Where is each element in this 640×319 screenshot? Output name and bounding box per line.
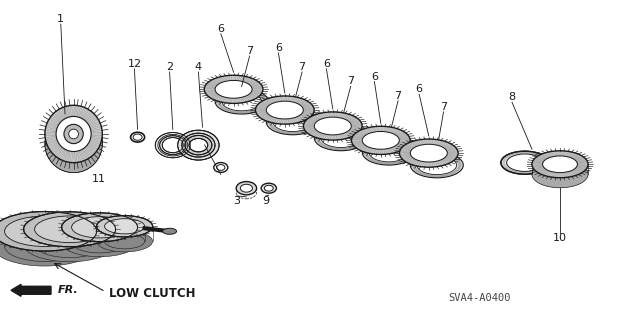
Ellipse shape	[261, 183, 276, 193]
Ellipse shape	[410, 144, 447, 162]
Ellipse shape	[215, 89, 268, 114]
Ellipse shape	[222, 92, 261, 111]
Ellipse shape	[266, 101, 303, 119]
Ellipse shape	[156, 132, 190, 158]
Ellipse shape	[215, 80, 252, 98]
Ellipse shape	[543, 156, 577, 173]
Text: LOW CLUTCH: LOW CLUTCH	[109, 287, 195, 300]
Text: 9: 9	[262, 196, 269, 206]
Ellipse shape	[163, 228, 177, 234]
Ellipse shape	[185, 136, 212, 155]
Ellipse shape	[178, 130, 219, 160]
Text: 12: 12	[127, 59, 141, 69]
Text: 11: 11	[92, 174, 106, 184]
Text: 6: 6	[218, 24, 224, 34]
Text: 7: 7	[298, 62, 306, 72]
Ellipse shape	[68, 129, 79, 139]
Ellipse shape	[72, 232, 127, 253]
Text: 7: 7	[246, 46, 253, 56]
Ellipse shape	[4, 216, 84, 247]
Ellipse shape	[24, 227, 116, 262]
Ellipse shape	[369, 143, 408, 162]
Ellipse shape	[303, 112, 362, 140]
Ellipse shape	[182, 133, 215, 157]
Text: 4: 4	[195, 62, 202, 72]
FancyArrow shape	[11, 284, 51, 296]
Text: 1: 1	[58, 14, 64, 24]
Ellipse shape	[72, 217, 127, 238]
Text: FR.: FR.	[58, 285, 79, 295]
Ellipse shape	[0, 211, 97, 251]
Ellipse shape	[362, 140, 415, 165]
Text: 3: 3	[234, 196, 240, 206]
Text: 5: 5	[198, 145, 205, 155]
Ellipse shape	[532, 161, 588, 188]
Ellipse shape	[255, 96, 314, 124]
Ellipse shape	[351, 126, 410, 154]
Text: 7: 7	[394, 91, 402, 101]
Text: 7: 7	[347, 76, 355, 86]
Ellipse shape	[64, 124, 83, 144]
Ellipse shape	[410, 152, 463, 178]
Ellipse shape	[61, 228, 138, 257]
Ellipse shape	[532, 151, 588, 178]
Ellipse shape	[273, 113, 312, 131]
Ellipse shape	[35, 216, 104, 242]
Ellipse shape	[314, 125, 367, 151]
Ellipse shape	[266, 109, 319, 135]
Ellipse shape	[97, 231, 152, 252]
Text: 8: 8	[508, 92, 516, 102]
Ellipse shape	[314, 117, 351, 135]
Ellipse shape	[104, 234, 145, 249]
Ellipse shape	[204, 75, 263, 103]
Ellipse shape	[321, 129, 360, 147]
Ellipse shape	[362, 131, 399, 149]
Text: SVA4-A0400: SVA4-A0400	[448, 293, 511, 303]
Ellipse shape	[35, 231, 104, 257]
Text: 10: 10	[553, 233, 567, 243]
Text: 7: 7	[440, 102, 447, 112]
Text: 6: 6	[275, 43, 282, 53]
Ellipse shape	[4, 231, 84, 262]
Ellipse shape	[159, 136, 186, 155]
Ellipse shape	[104, 219, 145, 234]
Ellipse shape	[97, 216, 152, 237]
Ellipse shape	[163, 137, 183, 153]
Ellipse shape	[24, 212, 116, 247]
Ellipse shape	[501, 151, 548, 174]
Ellipse shape	[45, 115, 102, 173]
Ellipse shape	[61, 213, 138, 242]
Ellipse shape	[56, 116, 91, 152]
Ellipse shape	[399, 139, 458, 167]
Ellipse shape	[0, 226, 97, 266]
Ellipse shape	[45, 105, 102, 163]
Text: 2: 2	[166, 62, 173, 72]
Ellipse shape	[264, 185, 273, 191]
Text: 6: 6	[416, 84, 422, 94]
Text: 6: 6	[371, 71, 378, 82]
Ellipse shape	[236, 182, 257, 195]
Ellipse shape	[189, 138, 208, 152]
Ellipse shape	[507, 154, 543, 171]
Ellipse shape	[417, 156, 456, 174]
Ellipse shape	[241, 184, 252, 192]
Text: 6: 6	[323, 59, 330, 69]
